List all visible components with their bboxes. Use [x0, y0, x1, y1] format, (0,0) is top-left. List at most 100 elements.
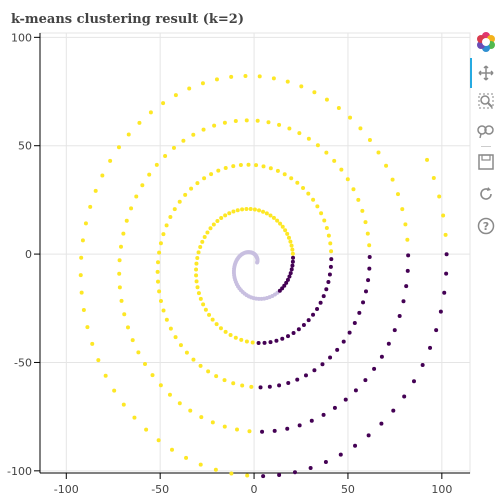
scatter-point: [309, 418, 314, 423]
scatter-point: [290, 247, 295, 252]
scatter-point: [312, 90, 317, 95]
scatter-point: [155, 279, 160, 284]
scatter-point: [363, 220, 368, 225]
save-icon[interactable]: [476, 152, 496, 172]
wheel-zoom-icon[interactable]: [476, 121, 496, 141]
scatter-point: [201, 302, 206, 307]
scatter-point: [125, 325, 130, 330]
scatter-point: [134, 194, 139, 199]
scatter-point: [136, 350, 141, 355]
scatter-point: [154, 162, 159, 167]
scatter-point: [290, 251, 295, 256]
scatter-point: [161, 308, 166, 313]
scatter-point: [367, 243, 372, 248]
scatter-point: [287, 274, 292, 279]
scatter-point: [434, 328, 439, 333]
y-tick-label: -100: [7, 465, 32, 478]
scatter-point: [93, 188, 98, 193]
scatter-point: [365, 231, 370, 236]
scatter-point: [326, 233, 331, 238]
scatter-point: [288, 271, 293, 276]
scatter-point: [164, 317, 169, 322]
scatter-point: [124, 218, 129, 223]
scatter-point: [295, 377, 300, 382]
scatter-point: [291, 255, 296, 260]
scatter-point: [200, 239, 205, 244]
scatter-point: [210, 317, 215, 322]
scatter-point: [184, 350, 189, 355]
scatter-point: [357, 310, 362, 315]
scatter-point: [181, 138, 186, 143]
scatter-point: [198, 245, 203, 250]
scatter-point: [324, 97, 329, 102]
scatter-point: [158, 383, 163, 388]
bokeh-logo-icon[interactable]: [476, 32, 496, 52]
scatter-point: [103, 373, 108, 378]
scatter-point: [206, 369, 211, 374]
scatter-point: [214, 77, 219, 82]
scatter-point: [144, 427, 149, 432]
scatter-point: [244, 118, 249, 123]
scatter-point: [223, 329, 228, 334]
scatter-point: [366, 433, 371, 438]
scatter-point: [328, 264, 333, 269]
scatter-point: [338, 452, 343, 457]
scatter-point: [315, 204, 320, 209]
scatter-point: [177, 401, 182, 406]
scatter-point: [376, 150, 381, 155]
box-zoom-icon[interactable]: [476, 91, 496, 111]
scatter-point: [100, 173, 105, 178]
scatter-point: [420, 362, 425, 367]
scatter-point: [428, 345, 433, 350]
scatter-point: [306, 136, 311, 141]
scatter-point: [285, 79, 290, 84]
scatter-point: [248, 207, 253, 212]
scatter-point: [238, 163, 243, 168]
scatter-point: [395, 192, 400, 197]
scatter-point: [264, 211, 269, 216]
scatter-point: [363, 289, 368, 294]
scatter-point: [168, 326, 173, 331]
scatter-point: [88, 204, 93, 209]
scatter-point: [285, 426, 290, 431]
scatter-point: [117, 258, 122, 263]
scatter-point: [244, 339, 249, 344]
scatter-point: [282, 172, 287, 177]
scatter-point: [320, 362, 325, 367]
scatter-point: [324, 150, 329, 155]
scatter-point: [289, 176, 294, 181]
scatter-point: [116, 145, 121, 150]
scatter-point: [81, 307, 86, 312]
help-icon[interactable]: ?: [476, 216, 496, 236]
reset-icon[interactable]: [476, 184, 496, 204]
scatter-point: [209, 172, 214, 177]
scatter-point: [437, 194, 442, 199]
scatter-point: [291, 331, 296, 336]
pan-icon[interactable]: [476, 63, 496, 83]
scatter-point: [254, 163, 259, 168]
scatter-point: [121, 231, 126, 236]
scatter-point: [299, 84, 304, 89]
scatter-point: [392, 328, 397, 333]
scatter-point: [211, 222, 216, 227]
scatter-point: [353, 388, 358, 393]
scatter-point: [198, 363, 203, 368]
scatter-point: [200, 81, 205, 86]
scatter-point: [222, 378, 227, 383]
scatter-point: [267, 384, 272, 389]
scatter-point: [271, 215, 276, 220]
scatter-point: [335, 347, 340, 352]
scatter-point: [240, 207, 245, 212]
scatter-point: [400, 207, 405, 212]
scatter-point: [167, 392, 172, 397]
scatter-point: [239, 337, 244, 342]
scatter-point: [323, 460, 328, 465]
scatter-point: [290, 263, 295, 268]
scatter-point: [194, 279, 199, 284]
scatter-point: [246, 162, 251, 167]
scatter-point: [129, 206, 134, 211]
scatter-point: [122, 312, 127, 317]
scatter-point: [201, 127, 206, 132]
scatter-point: [367, 266, 372, 271]
scatter-point: [222, 424, 227, 429]
